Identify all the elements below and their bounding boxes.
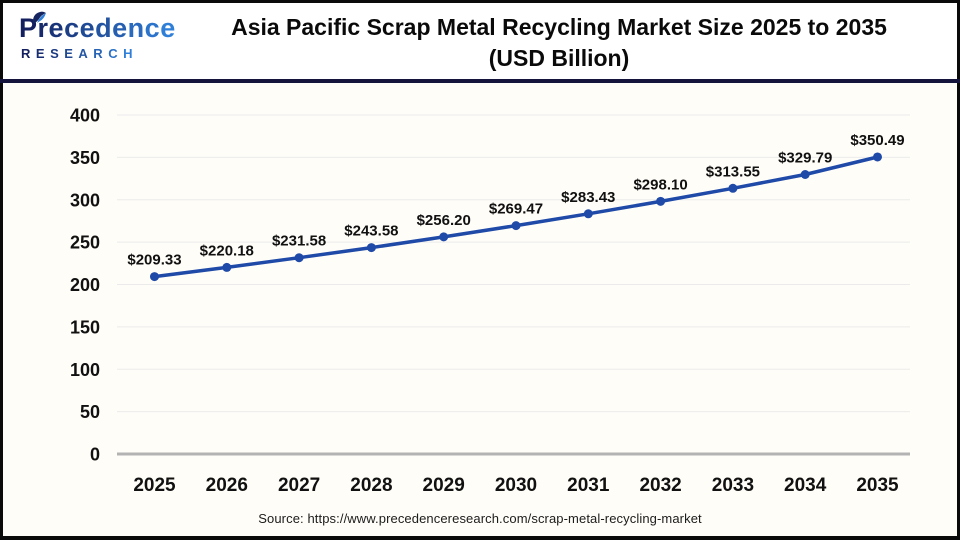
- chart-title: Asia Pacific Scrap Metal Recycling Marke…: [175, 12, 943, 74]
- data-point-label: $231.58: [272, 233, 326, 250]
- header: Precedence RESEARCH Asia Pacific Scrap M…: [3, 3, 957, 79]
- data-point-label: $220.18: [200, 242, 254, 259]
- brand-logo: Precedence RESEARCH: [19, 11, 179, 61]
- header-divider: [0, 79, 960, 83]
- x-tick-label: 2026: [206, 475, 248, 496]
- data-point-label: $298.10: [633, 176, 687, 193]
- data-point-marker: [728, 183, 738, 193]
- x-tick-label: 2031: [567, 475, 610, 496]
- data-point-marker: [656, 196, 666, 206]
- y-tick-label: 250: [70, 233, 100, 253]
- data-point-marker: [439, 232, 449, 242]
- logo-wordmark: Precedence: [19, 13, 176, 43]
- data-point-marker: [511, 221, 521, 231]
- x-tick-label: 2027: [278, 475, 320, 496]
- data-point-marker: [150, 272, 159, 282]
- y-tick-label: 150: [70, 317, 100, 337]
- y-tick-label: 0: [90, 445, 100, 465]
- x-tick-label: 2029: [423, 475, 465, 496]
- x-tick-label: 2025: [133, 475, 176, 496]
- y-tick-label: 50: [80, 402, 100, 422]
- chart-title-line2: (USD Billion): [488, 45, 630, 71]
- data-point-marker: [222, 262, 232, 272]
- x-tick-label: 2030: [495, 475, 537, 496]
- data-point-label: $350.49: [850, 132, 904, 149]
- data-point-label: $243.58: [344, 223, 398, 240]
- data-point-label: $269.47: [489, 201, 543, 218]
- source-text: Source: https://www.precedenceresearch.c…: [258, 511, 702, 526]
- line-chart: 0 50 100 150 200 250 300 350 400 $209.33 2025 $220.…: [70, 106, 910, 496]
- y-tick-label: 350: [70, 148, 100, 168]
- x-tick-label: 2033: [712, 475, 754, 496]
- data-point-marker: [294, 253, 304, 263]
- data-point-label: $256.20: [417, 212, 471, 229]
- x-tick-label: 2028: [350, 475, 392, 496]
- logo-leaf-icon: [32, 11, 46, 24]
- x-tick-label: 2032: [639, 475, 681, 496]
- x-tick-label: 2035: [856, 475, 899, 496]
- data-point-marker: [873, 152, 882, 162]
- y-tick-label: 100: [70, 360, 100, 380]
- data-point-label: $283.43: [561, 189, 615, 206]
- chart-title-line1: Asia Pacific Scrap Metal Recycling Marke…: [231, 14, 887, 40]
- y-tick-label: 200: [70, 275, 100, 295]
- data-point-label: $313.55: [706, 163, 760, 180]
- y-tick-label: 400: [70, 106, 100, 126]
- logo-subtext: RESEARCH: [21, 46, 138, 61]
- data-point-label: $209.33: [127, 252, 181, 269]
- data-point-label: $329.79: [778, 150, 832, 167]
- data-point-marker: [583, 209, 593, 219]
- x-tick-label: 2034: [784, 475, 827, 496]
- y-tick-label: 300: [70, 190, 100, 210]
- data-point-marker: [800, 170, 810, 180]
- data-point-marker: [366, 243, 376, 253]
